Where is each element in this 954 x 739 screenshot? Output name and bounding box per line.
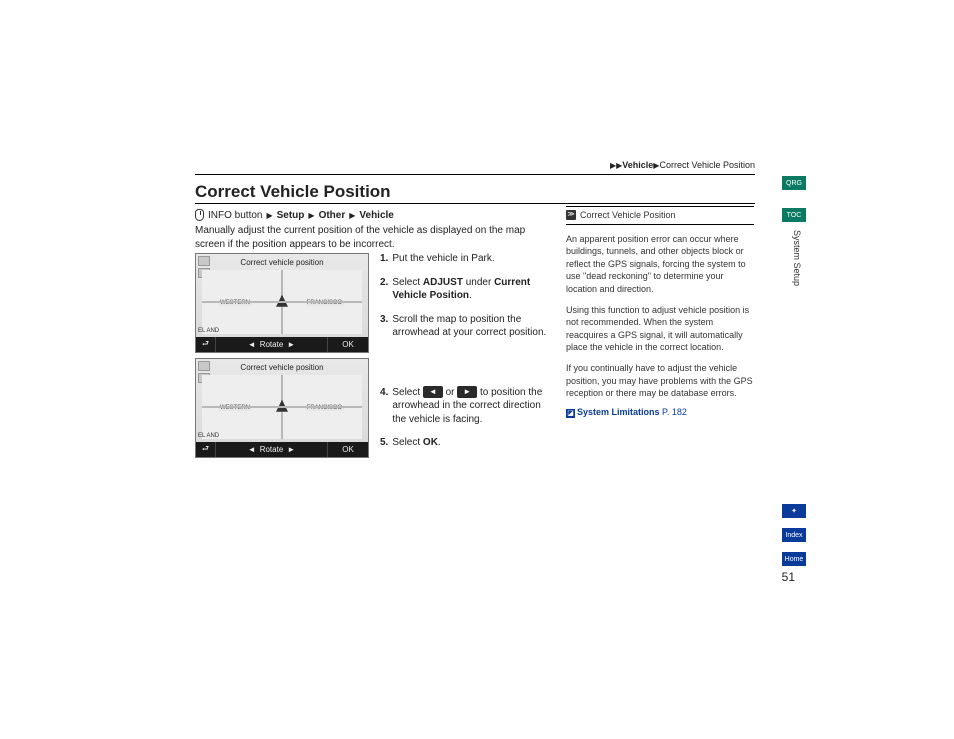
link-text[interactable]: System Limitations xyxy=(577,407,660,417)
rotate-right-icon: ► xyxy=(287,340,295,349)
tab-index[interactable]: Index xyxy=(782,528,806,542)
chevron-right-icon: ▶ xyxy=(266,211,272,220)
sidebar-para: Using this function to adjust vehicle po… xyxy=(566,304,754,354)
instruction-steps: 1. Put the vehicle in Park. 2. Select AD… xyxy=(380,252,556,460)
rotate-right-button-icon: ► xyxy=(457,386,477,398)
return-button: ⮐ xyxy=(196,442,216,457)
map-area: WESTERN FRANCISCO xyxy=(202,375,362,439)
screenshot-button-bar: ⮐ ◄ Rotate ► OK xyxy=(196,442,368,457)
step-text: Select ◄ or ► to position the arrowhead … xyxy=(392,386,556,427)
step-3: 3. Scroll the map to position the arrowh… xyxy=(380,313,556,340)
step-5: 5. Select OK. xyxy=(380,436,556,450)
divider xyxy=(195,174,755,175)
info-button-icon xyxy=(195,209,204,221)
rotate-left-icon: ◄ xyxy=(248,445,256,454)
rotate-label: Rotate xyxy=(260,445,284,454)
map-corner-label: EL AND xyxy=(198,433,219,439)
rotate-right-icon: ► xyxy=(287,445,295,454)
tab-home[interactable]: Home xyxy=(782,552,806,566)
rotate-left-icon: ◄ xyxy=(248,340,256,349)
step-number: 4. xyxy=(380,386,388,427)
intro-text: Manually adjust the current position of … xyxy=(195,224,555,251)
page-title: Correct Vehicle Position xyxy=(195,182,391,202)
breadcrumb: ▶▶Vehicle▶Correct Vehicle Position xyxy=(195,160,755,172)
tab-voice[interactable]: ✦ xyxy=(782,504,806,518)
screenshot-title: Correct vehicle position xyxy=(196,258,368,267)
chevron-right-icon: ▶ xyxy=(349,211,355,220)
cross-reference-link[interactable]: ◪System Limitations P. 182 xyxy=(566,406,754,419)
rotate-button: ◄ Rotate ► xyxy=(216,442,328,457)
section-label-vertical: System Setup xyxy=(792,230,802,286)
sidebar-para: If you continually have to adjust the ve… xyxy=(566,362,754,400)
nav-seg: Other xyxy=(319,210,346,221)
step-4: 4. Select ◄ or ► to position the arrowhe… xyxy=(380,386,556,427)
chevron-right-icon: ▶ xyxy=(308,211,314,220)
step-text: Select OK. xyxy=(392,436,440,450)
step-text: Scroll the map to position the arrowhead… xyxy=(392,313,556,340)
rotate-label: Rotate xyxy=(260,340,284,349)
rotate-left-button-icon: ◄ xyxy=(423,386,443,398)
info-sidebar: ≫ Correct Vehicle Position An apparent p… xyxy=(566,206,754,418)
divider xyxy=(195,203,755,204)
nav-prefix: INFO button xyxy=(208,210,262,221)
menu-path: INFO button ▶ Setup ▶ Other ▶ Vehicle xyxy=(195,209,394,221)
vehicle-arrow-icon xyxy=(276,400,288,412)
edge-tabs-bottom: ✦ Index Home xyxy=(782,504,806,566)
breadcrumb-seg2: Correct Vehicle Position xyxy=(659,160,755,170)
map-label-east: FRANCISCO xyxy=(305,300,344,306)
link-icon: ◪ xyxy=(566,409,575,418)
step-number: 1. xyxy=(380,252,388,266)
map-label-east: FRANCISCO xyxy=(305,405,344,411)
step-number: 2. xyxy=(380,276,388,303)
nav-seg: Vehicle xyxy=(359,210,393,221)
nav-screenshot-1: Correct vehicle position WESTERN FRANCIS… xyxy=(195,253,369,353)
nav-seg: Setup xyxy=(277,210,305,221)
page-number: 51 xyxy=(782,570,795,584)
map-label-west: WESTERN xyxy=(218,300,252,306)
step-number: 5. xyxy=(380,436,388,450)
link-page: P. 182 xyxy=(662,407,687,417)
return-button: ⮐ xyxy=(196,337,216,352)
tab-toc[interactable]: TOC xyxy=(782,208,806,222)
map-corner-label: EL AND xyxy=(198,328,219,334)
info-icon: ≫ xyxy=(566,210,576,220)
chevron-right-icon: ▶▶ xyxy=(610,161,622,170)
sidebar-header: ≫ Correct Vehicle Position xyxy=(566,206,754,225)
tab-qrg[interactable]: QRG xyxy=(782,176,806,190)
screenshot-button-bar: ⮐ ◄ Rotate ► OK xyxy=(196,337,368,352)
breadcrumb-seg1: Vehicle xyxy=(622,160,653,170)
ok-button: OK xyxy=(328,337,368,352)
map-area: WESTERN FRANCISCO xyxy=(202,270,362,334)
step-text: Select ADJUST under Current Vehicle Posi… xyxy=(392,276,556,303)
step-1: 1. Put the vehicle in Park. xyxy=(380,252,556,266)
rotate-button: ◄ Rotate ► xyxy=(216,337,328,352)
edge-tabs-top: QRG TOC xyxy=(782,176,806,222)
nav-screenshot-2: Correct vehicle position WESTERN FRANCIS… xyxy=(195,358,369,458)
screenshot-title: Correct vehicle position xyxy=(196,363,368,372)
step-number: 3. xyxy=(380,313,388,340)
step-text: Put the vehicle in Park. xyxy=(392,252,494,266)
step-2: 2. Select ADJUST under Current Vehicle P… xyxy=(380,276,556,303)
sidebar-title: Correct Vehicle Position xyxy=(580,209,676,222)
map-label-west: WESTERN xyxy=(218,405,252,411)
vehicle-arrow-icon xyxy=(276,295,288,307)
sidebar-para: An apparent position error can occur whe… xyxy=(566,233,754,296)
ok-button: OK xyxy=(328,442,368,457)
